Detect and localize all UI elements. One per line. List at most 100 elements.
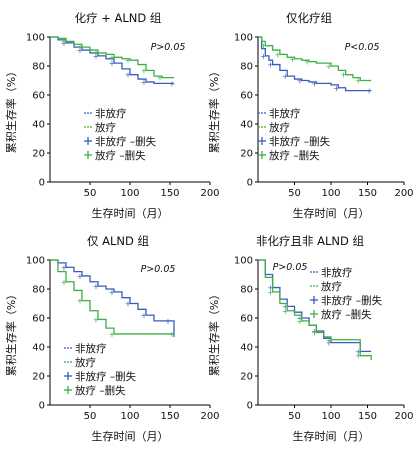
x-tick-label: 150 — [160, 188, 179, 199]
censor-mark: + — [260, 52, 267, 61]
y-axis-label: 累积生存率（%） — [4, 66, 18, 153]
censor-mark: + — [109, 53, 116, 62]
p-value-label: P>0.05 — [151, 42, 186, 53]
censor-mark: + — [296, 77, 303, 86]
legend-entry: 非放疗 –删失 — [269, 135, 331, 148]
chart-title: 非化疗且非 ALND 组 — [256, 234, 365, 248]
legend-entry: 放疗 –删失 — [75, 384, 126, 397]
legend-entry: 非放疗 — [269, 107, 301, 120]
x-tick-label: 200 — [200, 188, 219, 199]
censor-mark: + — [109, 330, 116, 339]
censor-mark: + — [77, 297, 84, 306]
survival-curve-radiotherapy — [258, 36, 372, 82]
legend-entry: 放疗 –删失 — [95, 149, 146, 162]
survival-curve-radiotherapy — [50, 36, 174, 79]
survival-curve-no-radiotherapy — [258, 36, 372, 92]
censor-mark: + — [304, 58, 311, 67]
survival-curve-radiotherapy — [50, 259, 174, 335]
legend-entry: 非放疗 –删失 — [95, 135, 157, 148]
y-axis-label: 累积生存率（%） — [207, 289, 221, 376]
survival-curve-no-radiotherapy — [50, 259, 175, 337]
x-tick-label: 100 — [321, 188, 340, 199]
y-tick-label: 100 — [234, 256, 253, 267]
x-tick-label: 150 — [160, 411, 179, 422]
y-tick-label: 100 — [26, 256, 45, 267]
y-tick-label: 40 — [32, 120, 45, 131]
legend-entry: 非放疗 — [75, 342, 107, 355]
censor-mark: + — [282, 302, 289, 311]
x-tick-label: 150 — [358, 411, 377, 422]
y-tick-label: 80 — [240, 62, 253, 73]
y-tick-label: 80 — [32, 285, 45, 296]
censor-mark: + — [282, 307, 289, 316]
y-tick-label: 100 — [26, 33, 45, 44]
chart-panel-2: 仅化疗组 P<0.05 0 20 40 60 80 100 50 100 150 200 生存时间（月）… — [207, 11, 414, 220]
x-tick-label: 200 — [394, 188, 413, 199]
chart-panel-1: 化疗 + ALND 组 P>0.05 0 20 40 60 80 100 50 100 150 200… — [4, 11, 220, 220]
censor-mark: + — [169, 79, 176, 88]
chart-title: 化疗 + ALND 组 — [75, 11, 162, 25]
censor-mark: + — [93, 282, 100, 291]
censor-mark: + — [355, 347, 362, 356]
x-axis-label: 生存时间（月） — [92, 429, 169, 443]
legend-entry: 放疗 — [95, 121, 116, 134]
legend-entry: 非放疗 –删失 — [75, 370, 137, 383]
legend-entry: 放疗 –删失 — [321, 308, 372, 321]
y-tick-label: 60 — [32, 91, 45, 102]
x-tick-label: 50 — [84, 411, 97, 422]
y-tick-label: 40 — [240, 120, 253, 131]
censor-mark: + — [61, 37, 68, 46]
y-tick-label: 20 — [240, 372, 253, 383]
censor-mark: + — [260, 42, 267, 51]
x-tick-label: 50 — [288, 411, 301, 422]
survival-curve-radiotherapy — [258, 259, 372, 361]
censor-mark: + — [169, 330, 176, 339]
censor-mark: + — [267, 288, 274, 297]
censor-mark: + — [141, 66, 148, 75]
y-tick-label: 40 — [32, 343, 45, 354]
censor-mark: + — [93, 49, 100, 58]
y-axis-label: 累积生存率（%） — [4, 289, 18, 376]
censor-mark: + — [165, 317, 172, 326]
censor-mark: + — [125, 300, 132, 309]
censor-mark: + — [289, 55, 296, 64]
chart-title: 仅 ALND 组 — [87, 234, 150, 248]
censor-mark: + — [296, 317, 303, 326]
y-tick-label: 0 — [39, 178, 45, 189]
censor-mark: + — [77, 272, 84, 281]
censor-mark: + — [77, 46, 84, 55]
legend-entry: 放疗 — [269, 121, 290, 134]
censor-mark: + — [109, 288, 116, 297]
x-axis-label: 生存时间（月） — [293, 206, 370, 220]
censor-mark: + — [311, 79, 318, 88]
y-tick-label: 80 — [240, 285, 253, 296]
p-value-label: P>0.05 — [141, 264, 176, 275]
y-axis-label: 累积生存率（%） — [207, 66, 221, 153]
censor-mark: + — [267, 284, 274, 293]
censor-mark: + — [326, 339, 333, 348]
censor-mark: + — [125, 71, 132, 80]
y-tick-label: 20 — [32, 149, 45, 160]
censor-mark: + — [61, 263, 68, 272]
legend-entry: 非放疗 –删失 — [321, 294, 383, 307]
x-tick-label: 150 — [358, 188, 377, 199]
legend-entry: 放疗 –删失 — [269, 149, 320, 162]
censor-mark: + — [77, 43, 84, 52]
censor-mark: + — [282, 72, 289, 81]
chart-panel-3: 仅 ALND 组 P>0.05 0 20 40 60 80 100 50 100 150 200 生存时… — [4, 234, 220, 443]
x-tick-label: 50 — [84, 188, 97, 199]
censor-mark: + — [275, 50, 282, 59]
y-tick-label: 0 — [247, 178, 253, 189]
p-value-label: P<0.05 — [345, 42, 380, 53]
censor-mark: + — [61, 278, 68, 287]
y-tick-label: 60 — [240, 91, 253, 102]
x-axis-label: 生存时间（月） — [92, 206, 169, 220]
x-tick-label: 100 — [321, 411, 340, 422]
x-tick-label: 50 — [288, 188, 301, 199]
x-tick-label: 200 — [394, 411, 413, 422]
censor-mark: + — [109, 59, 116, 68]
censor-mark: + — [296, 314, 303, 323]
x-tick-label: 200 — [200, 411, 219, 422]
legend-entry: 放疗 — [321, 280, 342, 293]
